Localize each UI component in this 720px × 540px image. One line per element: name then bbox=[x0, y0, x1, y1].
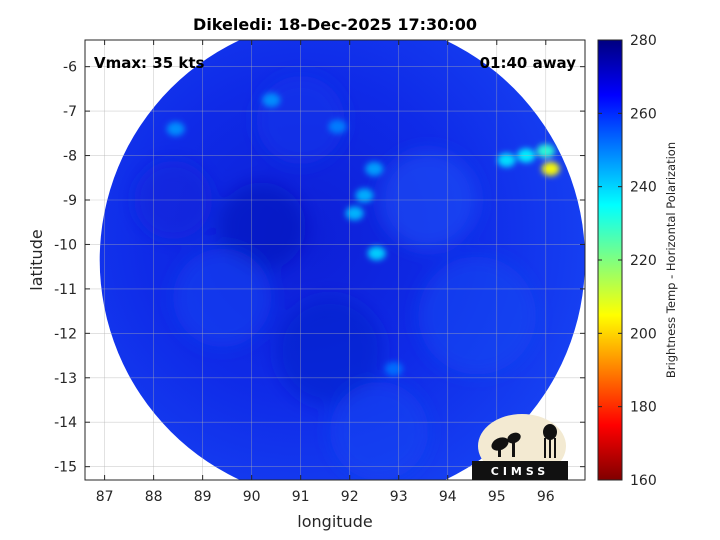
colorbar-tick-label: 160 bbox=[630, 473, 657, 489]
x-tick-label: 96 bbox=[537, 489, 555, 505]
y-tick-label: -14 bbox=[54, 415, 77, 431]
x-tick-label: 88 bbox=[145, 489, 163, 505]
colorbar-title: Brightness Temp - Horizontal Polarizatio… bbox=[664, 142, 678, 378]
feature-mark bbox=[328, 119, 347, 134]
swath-texture-patch bbox=[330, 382, 429, 480]
x-tick-labels: 87 88 89 90 91 92 93 94 95 96 bbox=[96, 489, 555, 505]
colorbar-tick-label: 220 bbox=[630, 253, 657, 269]
y-tick-label: -9 bbox=[63, 193, 77, 209]
logo-banner bbox=[472, 461, 568, 480]
y-tick-label: -11 bbox=[54, 282, 77, 298]
feature-mark bbox=[367, 246, 386, 261]
satellite-dish-icon bbox=[491, 432, 521, 457]
x-tick-label: 92 bbox=[341, 489, 359, 505]
feature-mark bbox=[345, 206, 364, 221]
swath-texture-patch bbox=[217, 182, 306, 271]
x-tick-label: 89 bbox=[194, 489, 212, 505]
feature-mark bbox=[262, 93, 281, 107]
feature-mark bbox=[497, 153, 516, 167]
x-tick-label: 94 bbox=[439, 489, 457, 505]
x-axis-title: longitude bbox=[297, 512, 372, 531]
x-tick-label: 93 bbox=[390, 489, 408, 505]
y-axis-title: latitude bbox=[27, 229, 46, 290]
feature-mark bbox=[355, 188, 374, 203]
cimss-logo: CIMSS bbox=[472, 414, 568, 480]
vmax-annotation: Vmax: 35 kts bbox=[94, 54, 204, 72]
x-tick-label: 95 bbox=[488, 489, 506, 505]
colorbar-tick-labels: 160 180 200 220 240 260 280 bbox=[630, 33, 657, 489]
y-tick-label: -7 bbox=[63, 104, 77, 120]
y-tick-label: -8 bbox=[63, 149, 77, 165]
swath-texture-patch bbox=[418, 256, 536, 375]
feature-mark bbox=[365, 161, 384, 176]
y-tick-label: -15 bbox=[54, 460, 77, 476]
y-tick-label: -10 bbox=[54, 237, 77, 253]
y-tick-label: -6 bbox=[63, 60, 77, 76]
water-tower-icon bbox=[543, 424, 557, 458]
x-tick-label: 87 bbox=[96, 489, 114, 505]
y-tick-label: -12 bbox=[54, 326, 77, 342]
x-tick-label: 91 bbox=[292, 489, 310, 505]
colorbar-ticks bbox=[598, 39, 622, 481]
y-tick-labels: -6 -7 -8 -9 -10 -11 -12 -13 -14 -15 bbox=[54, 60, 77, 476]
chart-title: Dikeledi: 18-Dec-2025 17:30:00 bbox=[193, 15, 477, 34]
convective-features bbox=[166, 93, 560, 376]
grid-lines bbox=[85, 40, 585, 480]
colorbar-tick-label: 180 bbox=[630, 400, 657, 416]
colorbar-tick-label: 260 bbox=[630, 106, 657, 122]
colorbar-tick-label: 200 bbox=[630, 326, 657, 342]
logo-text: CIMSS bbox=[491, 465, 549, 478]
swath-texture-patch bbox=[173, 248, 272, 347]
colorbar-tick-label: 280 bbox=[630, 33, 657, 49]
time-away-annotation: 01:40 away bbox=[480, 54, 577, 72]
feature-mark bbox=[384, 361, 403, 376]
feature-mark bbox=[541, 161, 560, 176]
x-tick-label: 90 bbox=[243, 489, 261, 505]
feature-mark bbox=[166, 121, 185, 136]
y-tick-label: -13 bbox=[54, 371, 77, 387]
tick-marks bbox=[85, 40, 585, 480]
colorbar-tick-label: 240 bbox=[630, 180, 657, 196]
axes-box bbox=[84, 39, 586, 481]
